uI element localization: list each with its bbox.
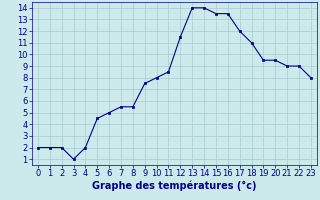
X-axis label: Graphe des températures (°c): Graphe des températures (°c) (92, 181, 257, 191)
